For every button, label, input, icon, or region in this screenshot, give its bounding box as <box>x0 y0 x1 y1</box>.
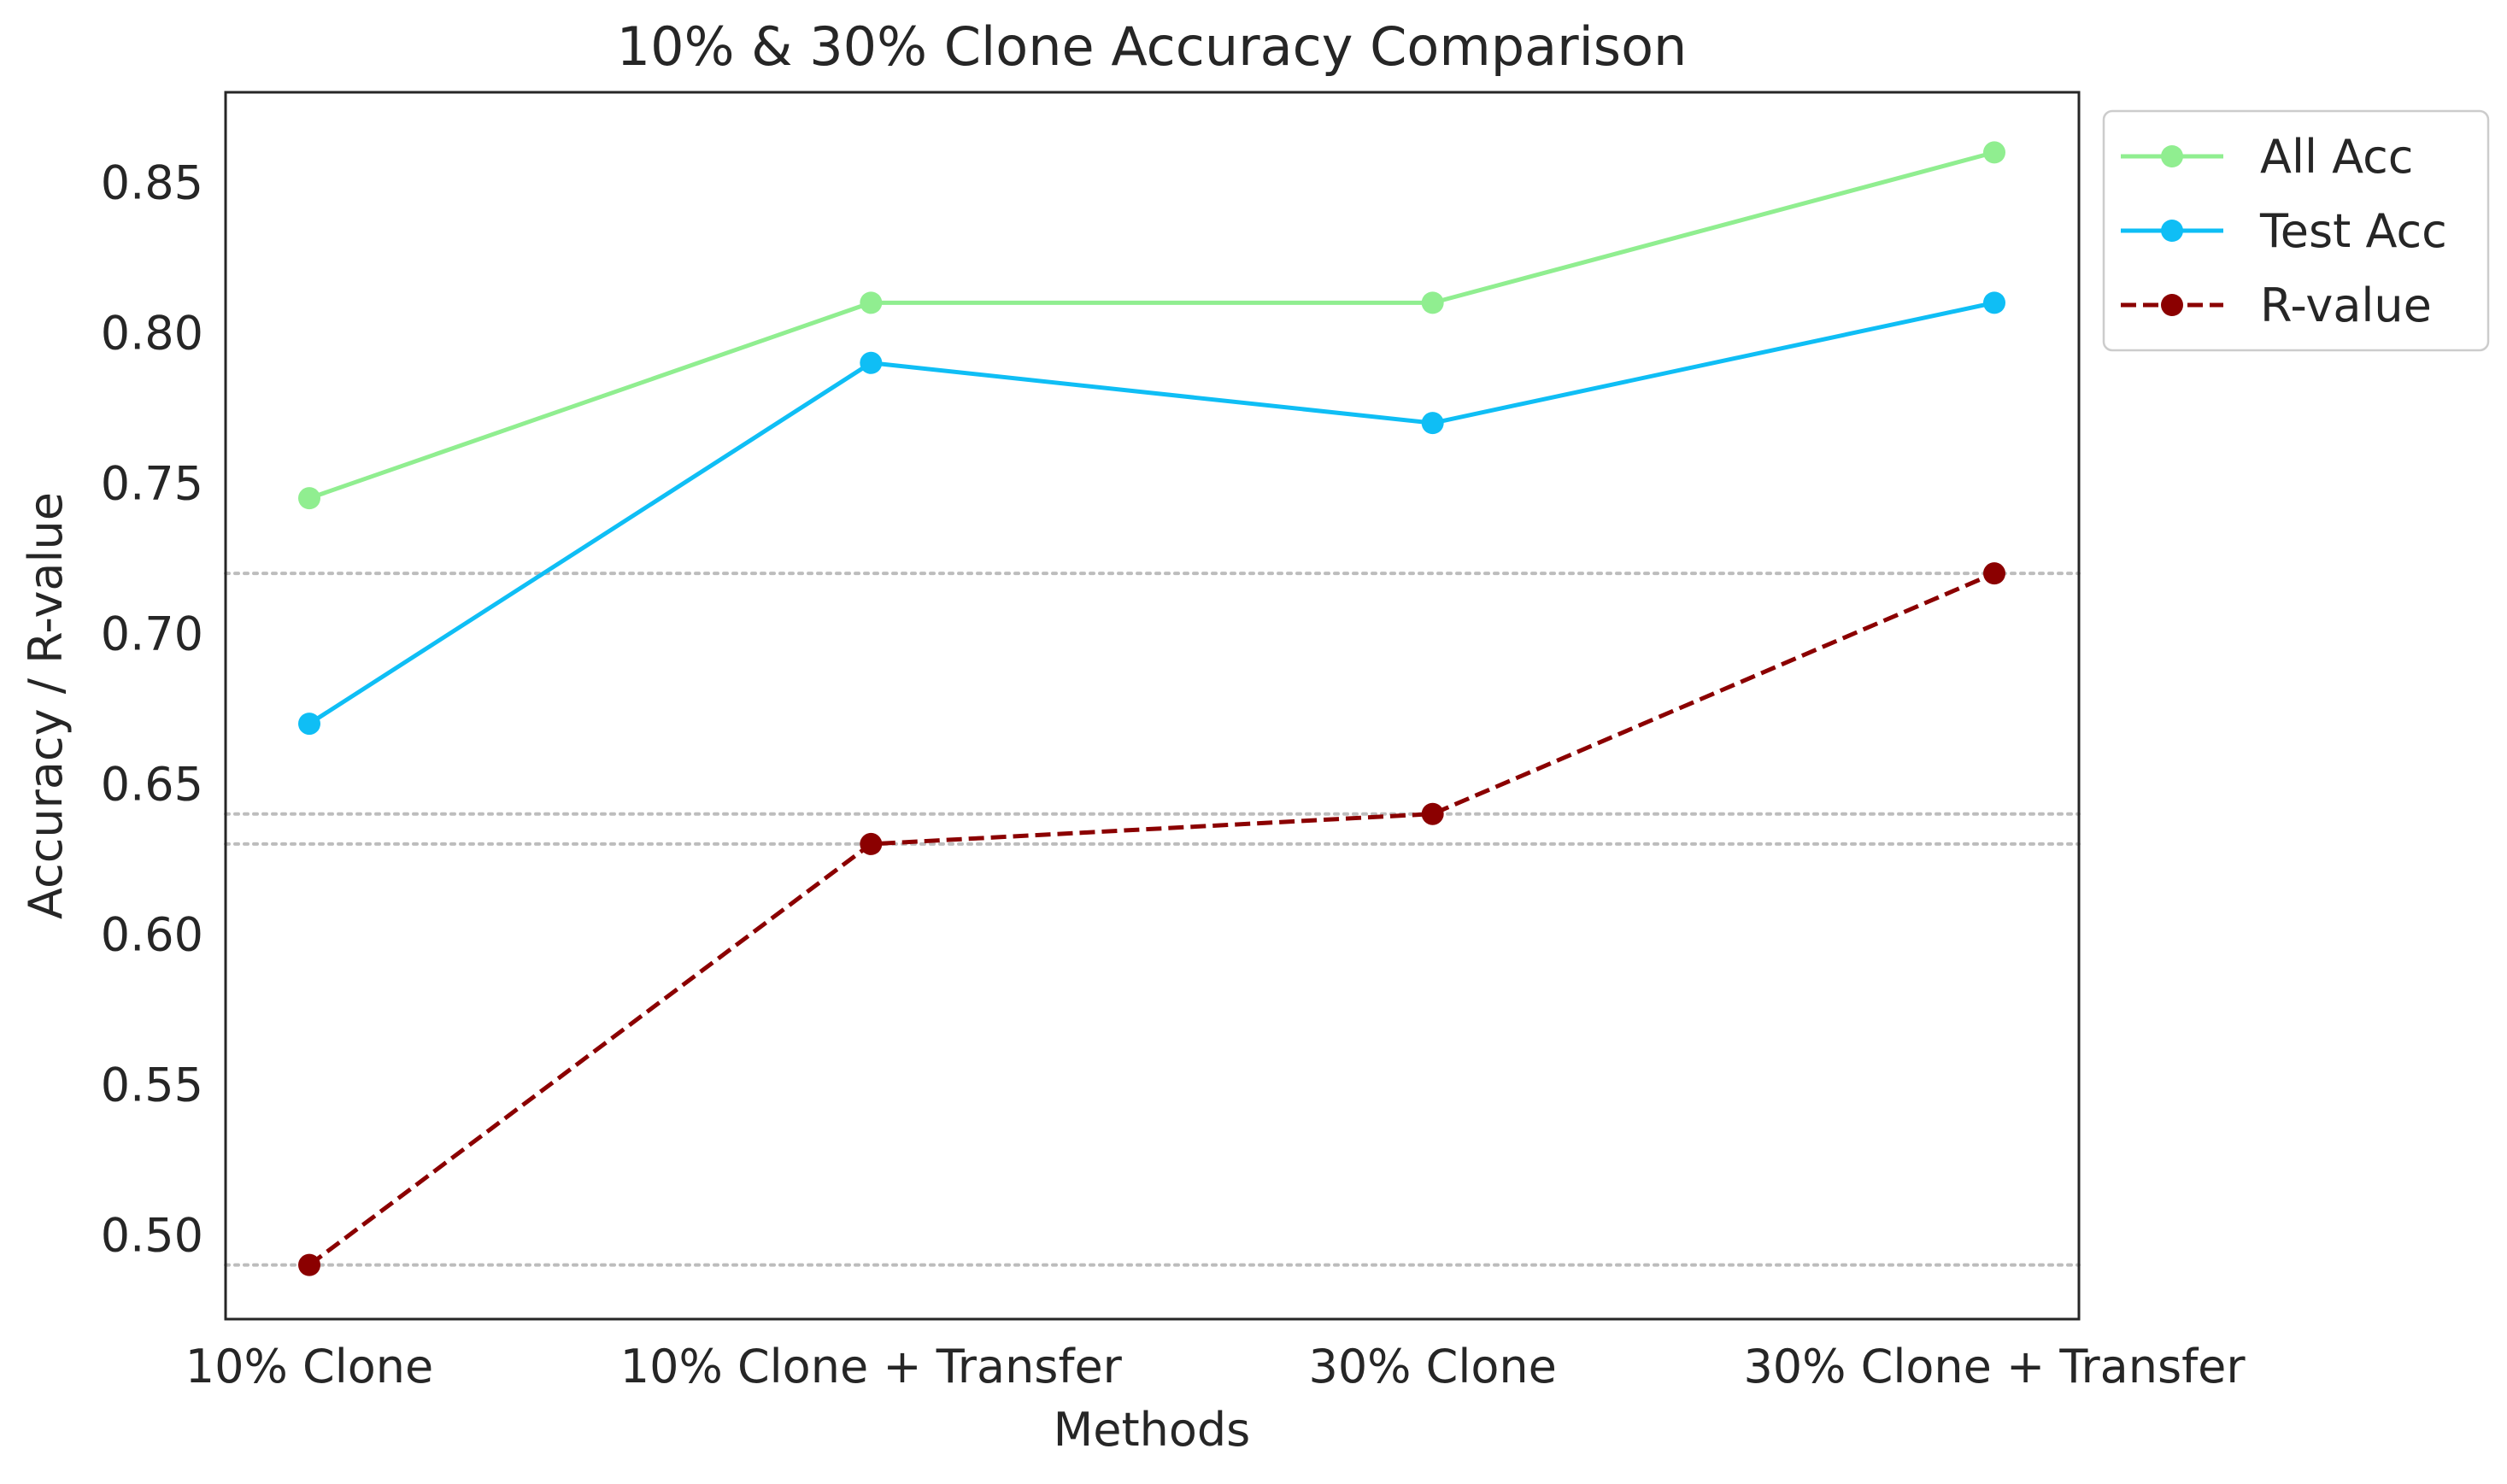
series-line-all-acc <box>308 150 1995 501</box>
y-tick-label: 0.80 <box>101 307 203 361</box>
legend-label-all-acc: All Acc <box>2260 130 2413 184</box>
series-all-acc <box>298 141 2005 510</box>
data-point-all-acc-0 <box>298 487 320 510</box>
y-tick-label: 0.60 <box>101 907 203 961</box>
legend-marker-r-value <box>2161 294 2183 316</box>
series-line-r-value <box>308 571 1995 1267</box>
data-point-r-value-1 <box>860 832 883 855</box>
y-axis-ticks: 0.50 0.55 0.60 0.65 0.70 0.75 0.80 0.85 <box>101 156 203 1263</box>
y-tick-label: 0.55 <box>101 1058 203 1112</box>
x-axis-ticks: 10% Clone 10% Clone + Transfer 30% Clone 30… <box>185 1340 2246 1393</box>
y-axis-label: Accuracy / R-value <box>19 492 73 919</box>
data-point-all-acc-3 <box>1983 141 2005 164</box>
data-point-test-acc-0 <box>298 713 320 736</box>
legend-item-all-acc: All Acc <box>2121 130 2413 184</box>
data-point-all-acc-2 <box>1421 291 1444 314</box>
legend-label-r-value: R-value <box>2260 279 2432 332</box>
legend-item-r-value: R-value <box>2121 279 2432 332</box>
legend-frame <box>2102 109 2490 352</box>
legend-label-test-acc: Test Acc <box>2259 204 2447 258</box>
data-point-test-acc-2 <box>1421 412 1444 435</box>
series-r-value <box>298 562 2005 1276</box>
data-point-r-value-3 <box>1983 562 2005 585</box>
data-point-all-acc-1 <box>860 291 883 314</box>
data-point-test-acc-1 <box>860 351 883 374</box>
x-tick-label: 30% Clone + Transfer <box>1743 1340 2246 1393</box>
x-tick-label: 30% Clone <box>1308 1340 1556 1393</box>
y-tick-label: 0.70 <box>101 607 203 661</box>
data-point-r-value-0 <box>298 1253 320 1276</box>
x-tick-label: 10% Clone <box>185 1340 433 1393</box>
data-point-test-acc-3 <box>1983 291 2005 314</box>
series-line-test-acc <box>308 300 1995 726</box>
chart-title: 10% & 30% Clone Accuracy Comparison <box>617 15 1688 78</box>
x-tick-label: 10% Clone + Transfer <box>620 1340 1123 1393</box>
legend-item-test-acc: Test Acc <box>2121 204 2447 258</box>
legend: All Acc Test Acc R-value <box>2102 109 2490 352</box>
y-tick-label: 0.85 <box>101 156 203 210</box>
series-layer <box>298 141 2005 1276</box>
legend-marker-test-acc <box>2161 220 2183 242</box>
y-tick-label: 0.65 <box>101 758 203 812</box>
legend-marker-all-acc <box>2161 145 2183 167</box>
plot-frame <box>224 91 2081 1321</box>
data-point-r-value-2 <box>1421 802 1444 825</box>
y-tick-label: 0.50 <box>101 1208 203 1262</box>
y-tick-label: 0.75 <box>101 457 203 511</box>
series-test-acc <box>298 291 2005 736</box>
reference-lines-layer <box>224 572 2081 1267</box>
x-axis-label: Methods <box>1054 1403 1251 1457</box>
